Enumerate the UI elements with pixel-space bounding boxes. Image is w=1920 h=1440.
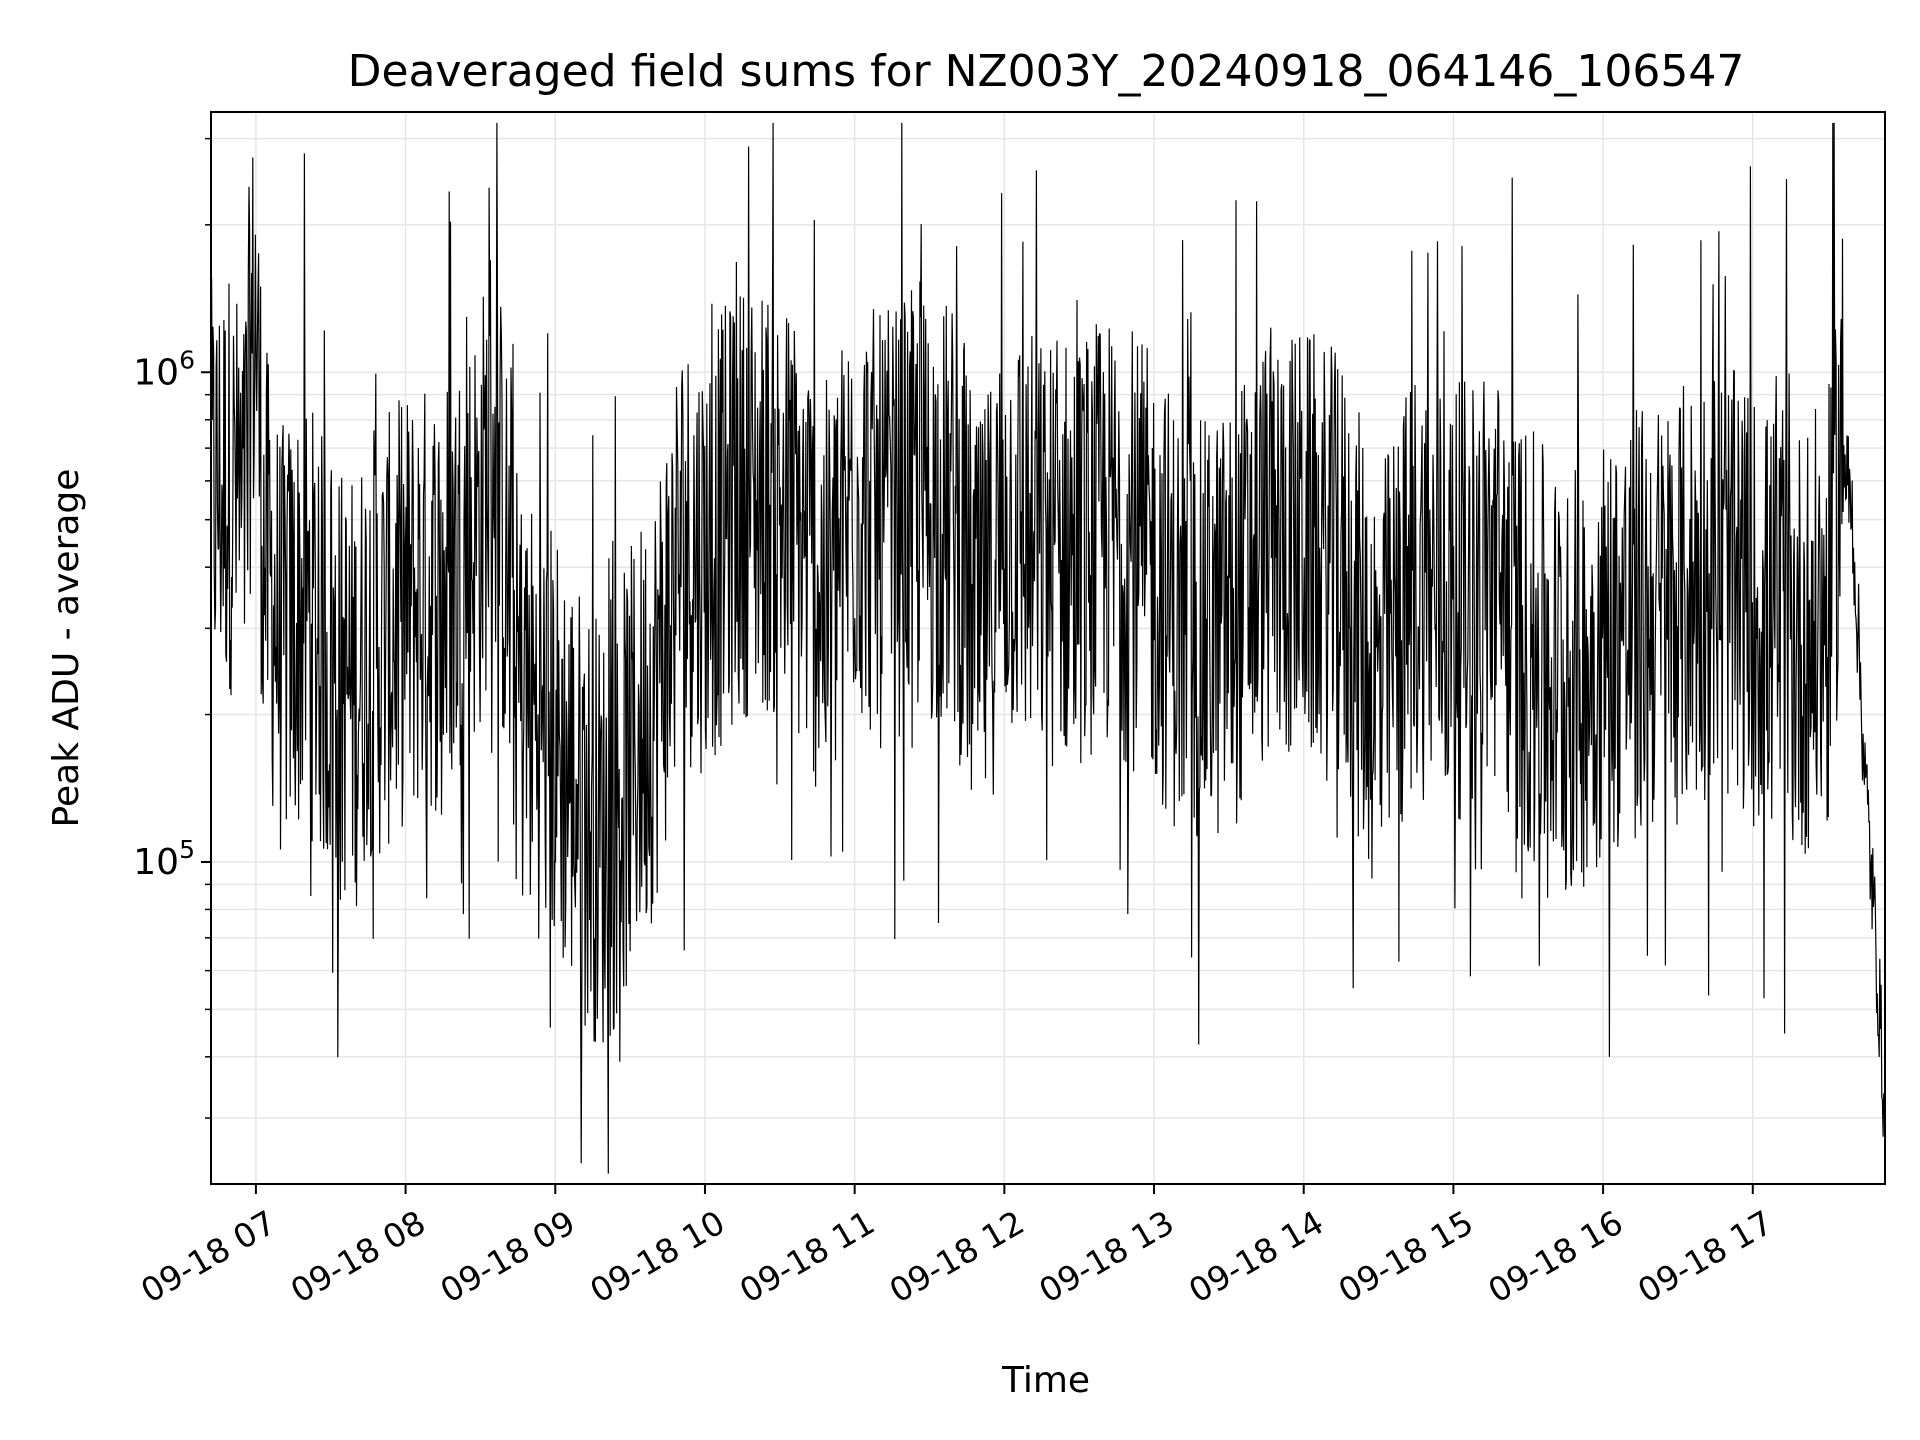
plot-area <box>211 122 1885 1174</box>
x-tick-label: 09-18 08 <box>284 1203 432 1311</box>
x-tick-label: 09-18 14 <box>1182 1203 1330 1311</box>
chart-title: Deaveraged field sums for NZ003Y_2024091… <box>348 46 1745 97</box>
x-axis-label: Time <box>1001 1360 1090 1401</box>
x-axis: 09-18 07 09-18 08 09-18 09 09-18 10 09-18 11… <box>134 1184 1779 1311</box>
x-tick-label: 09-18 13 <box>1032 1203 1180 1311</box>
x-tick-label: 09-18 07 <box>134 1203 282 1311</box>
grid <box>211 112 1885 1184</box>
axes-frame <box>210 111 1886 1185</box>
x-tick-label: 09-18 17 <box>1631 1203 1779 1311</box>
y-tick-label: 105 <box>133 835 195 883</box>
series-line <box>211 122 1885 1174</box>
x-tick-label: 09-18 11 <box>733 1203 881 1311</box>
x-tick-label: 09-18 12 <box>883 1203 1031 1311</box>
x-tick-label: 09-18 09 <box>434 1203 582 1311</box>
x-tick-label: 09-18 16 <box>1481 1203 1629 1311</box>
y-axis: 105 106 <box>133 137 211 1119</box>
y-axis-label: Peak ADU - average <box>46 469 87 828</box>
y-tick-label: 106 <box>133 345 195 393</box>
x-tick-label: 09-18 15 <box>1332 1203 1480 1311</box>
x-tick-label: 09-18 10 <box>583 1203 731 1311</box>
